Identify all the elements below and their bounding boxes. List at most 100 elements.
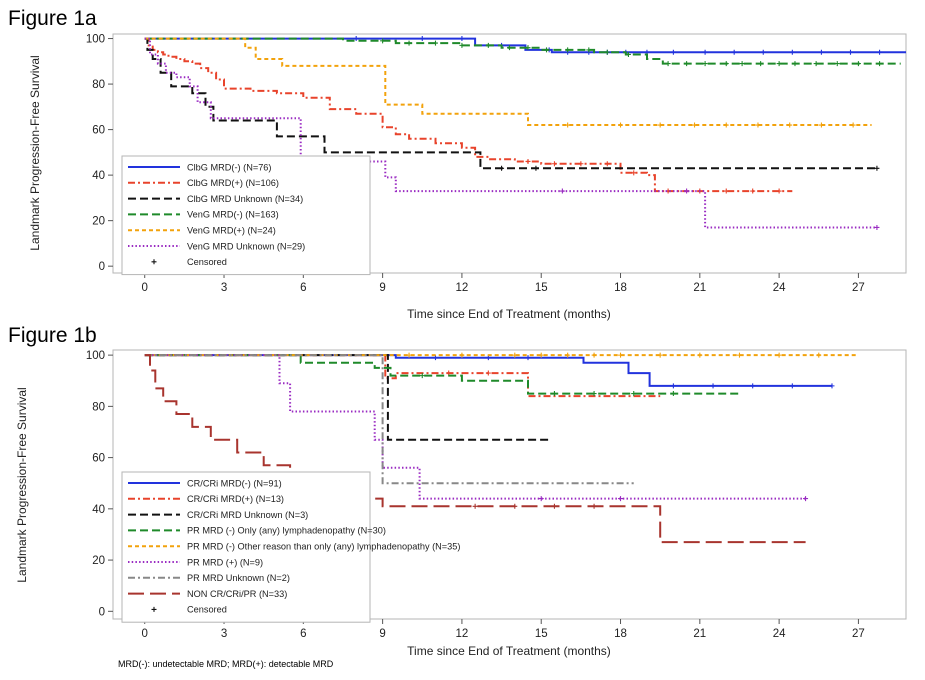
censor-mark <box>586 47 592 53</box>
curves <box>144 36 906 230</box>
censor-mark <box>665 61 671 67</box>
censor-mark <box>525 158 531 164</box>
censor-mark <box>538 496 544 502</box>
censor-mark <box>736 352 742 358</box>
censored-symbol <box>151 606 157 612</box>
x-tick-label: 27 <box>852 628 865 640</box>
y-tick-label: 100 <box>86 350 105 362</box>
x-tick-label: 24 <box>773 628 786 640</box>
censor-mark <box>818 49 824 55</box>
censor-mark <box>485 42 491 48</box>
legend-entry-censored: Censored <box>187 257 227 267</box>
censor-mark <box>684 61 690 67</box>
y-tick-label: 60 <box>92 125 105 137</box>
censor-mark <box>657 122 663 128</box>
x-tick-label: 12 <box>456 628 469 640</box>
axes: 0 3 6 9 12 15 18 21 24 27 0 20 40 60 80 100 <box>86 34 865 294</box>
legend-entry: CR/CRi MRD(-) (N=91) <box>187 478 282 488</box>
censor-mark <box>723 188 729 194</box>
legend-entry: NON CR/CRi/PR (N=33) <box>187 589 287 599</box>
curve-non-cr-cri-pr-n-33 <box>144 354 806 544</box>
x-tick-label: 21 <box>693 628 706 640</box>
x-tick-label: 21 <box>693 282 706 294</box>
censor-mark <box>813 61 819 67</box>
chart-figure-1b: Figure 1b 0 3 6 9 12 15 18 21 24 27 0 20 40 60 80 100 T… <box>8 324 907 658</box>
censor-mark <box>525 45 531 51</box>
y-tick-label: 60 <box>92 453 105 465</box>
censored-symbol <box>151 259 157 265</box>
x-tick-label: 3 <box>221 282 227 294</box>
censor-mark <box>380 38 386 44</box>
censor-mark <box>750 188 756 194</box>
censor-mark <box>459 352 465 358</box>
curve-cr-cri-mrd-n-91 <box>144 354 832 387</box>
censor-mark <box>702 61 708 67</box>
x-tick-label: 0 <box>142 282 148 294</box>
censor-mark <box>459 42 465 48</box>
censor-mark <box>834 61 840 67</box>
censor-mark <box>776 352 782 358</box>
censor-mark <box>565 47 571 53</box>
censor-mark <box>750 383 756 389</box>
censor-mark <box>731 49 737 55</box>
censor-mark <box>512 503 518 509</box>
curve-clbg-mrd-unknown-n-34 <box>144 37 877 170</box>
censor-mark <box>692 122 698 128</box>
censor-mark <box>877 49 883 55</box>
censor-mark <box>684 188 690 194</box>
legend-entry-censored: Censored <box>187 605 227 615</box>
y-axis-label: Landmark Progression-Free Survival <box>15 387 29 582</box>
legend-entry: ClbG MRD Unknown (N=34) <box>187 194 303 204</box>
censor-mark <box>618 122 624 128</box>
chart-figure-1a: Figure 1a 0 3 6 9 12 15 18 21 24 27 0 20 40 60 80 100 T… <box>8 7 907 321</box>
censor-mark <box>551 161 557 167</box>
censor-mark <box>657 352 663 358</box>
censor-mark <box>776 188 782 194</box>
censor-mark <box>591 352 597 358</box>
legend-entry: PR MRD (+) (N=9) <box>187 557 263 567</box>
legend-entry: CR/CRi MRD(+) (N=13) <box>187 494 284 504</box>
censor-mark <box>792 61 798 67</box>
censor-mark <box>818 122 824 128</box>
y-tick-label: 40 <box>92 170 105 182</box>
censor-mark <box>755 122 761 128</box>
x-tick-label: 18 <box>614 282 627 294</box>
censor-mark <box>406 352 412 358</box>
legend-entry: VenG MRD(-) (N=163) <box>187 210 279 220</box>
censor-mark <box>787 122 793 128</box>
censor-mark <box>803 496 809 502</box>
x-tick-label: 0 <box>142 628 148 640</box>
censor-mark <box>631 170 637 176</box>
censor-mark <box>419 36 425 42</box>
legend-entry: PR MRD (-) Other reason than only (any) … <box>187 542 460 552</box>
x-tick-label: 15 <box>535 628 548 640</box>
chart-title: Figure 1b <box>8 324 97 347</box>
censor-mark <box>512 352 518 358</box>
censor-mark <box>353 36 359 42</box>
legend-entry: PR MRD (-) Only (any) lymphadenopathy (N… <box>187 526 386 536</box>
x-tick-label: 24 <box>773 282 786 294</box>
chart-title: Figure 1a <box>8 7 97 30</box>
censor-mark <box>670 49 676 55</box>
x-tick-label: 9 <box>379 628 385 640</box>
censor-mark <box>604 161 610 167</box>
censor-mark <box>877 61 883 67</box>
x-tick-label: 6 <box>300 282 306 294</box>
legend: CR/CRi MRD(-) (N=91) CR/CRi MRD(+) (N=13)… <box>121 471 460 623</box>
axes: 0 3 6 9 12 15 18 21 24 27 0 20 40 60 80 100 <box>86 350 865 640</box>
curve-clbg-mrd-n-106 <box>144 37 793 193</box>
x-axis-label: Time since End of Treatment (months) <box>407 307 611 321</box>
censor-mark <box>604 49 610 55</box>
curve-veng-mrd-n-163 <box>144 37 901 65</box>
censor-mark <box>419 373 425 379</box>
curves <box>144 352 859 544</box>
censor-mark <box>670 383 676 389</box>
censor-mark <box>760 49 766 55</box>
legend-box <box>121 155 371 276</box>
censor-mark <box>525 355 531 361</box>
legend-entry: ClbG MRD(-) (N=76) <box>187 162 271 172</box>
curve-veng-mrd-n-24 <box>144 37 872 126</box>
censor-mark <box>776 61 782 67</box>
curve-pr-mrd-unknown-n-2 <box>144 354 634 485</box>
